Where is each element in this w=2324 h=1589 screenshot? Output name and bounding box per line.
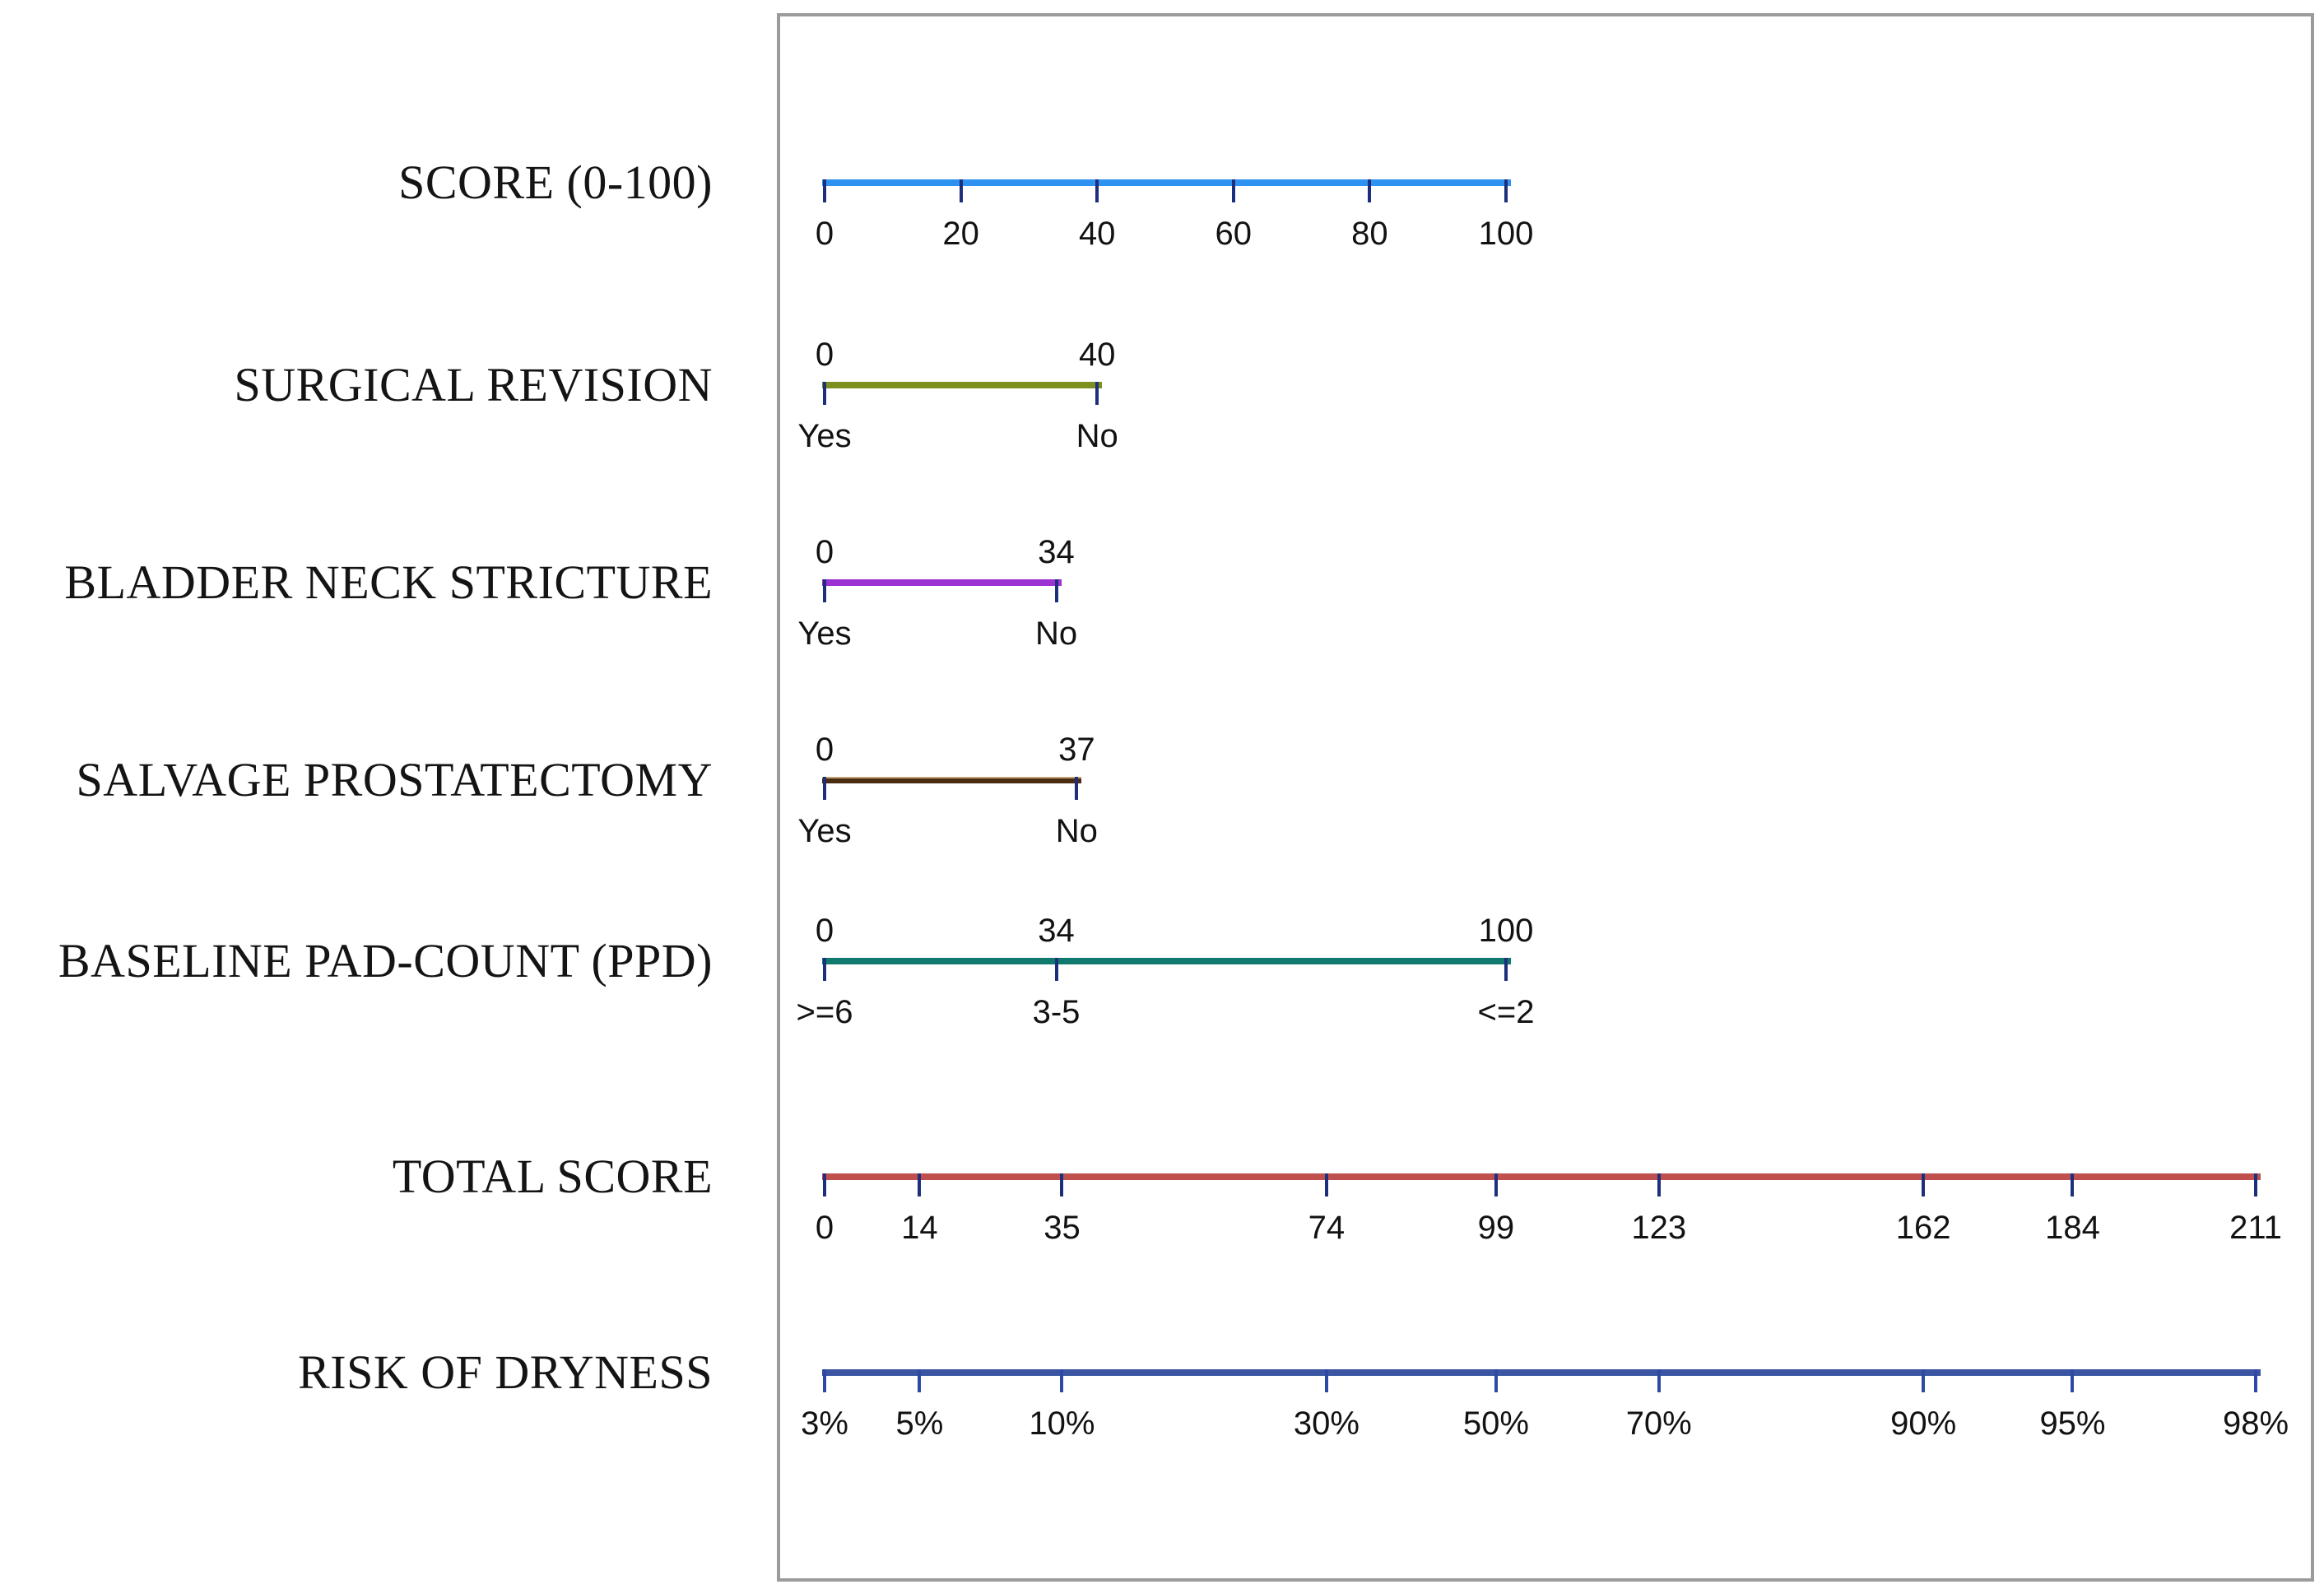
- tick-label-bottom: 35: [1043, 1210, 1081, 1246]
- tick-label-top: 100: [1478, 913, 1534, 949]
- tick-mark: [1324, 1369, 1328, 1392]
- tick-label-top: 0: [815, 732, 834, 768]
- tick-label-bottom: 14: [901, 1210, 938, 1246]
- tick-label-bottom: 30%: [1293, 1405, 1360, 1442]
- tick-mark: [1054, 958, 1058, 981]
- tick-label-bottom: No: [1055, 813, 1098, 849]
- surgical_revision-line: [822, 382, 1103, 388]
- tick-label-bottom: 0: [815, 216, 834, 252]
- tick-label-bottom: 211: [2229, 1210, 2282, 1246]
- tick-label-bottom: 123: [1631, 1210, 1687, 1246]
- tick-label-bottom: 3-5: [1032, 994, 1081, 1030]
- axis-label-bladder_neck_stricture: BLADDER NECK STRICTURE: [64, 555, 713, 609]
- axis-label-salvage_prostatectomy: SALVAGE PROSTATECTOMY: [76, 753, 713, 806]
- tick-label-top: 0: [815, 337, 834, 373]
- tick-label-bottom: 70%: [1625, 1405, 1692, 1442]
- tick-mark: [1054, 579, 1058, 602]
- tick-label-top: 37: [1058, 732, 1095, 768]
- tick-mark: [1075, 777, 1079, 800]
- tick-label-bottom: 5%: [895, 1405, 944, 1442]
- tick-mark: [1095, 179, 1099, 202]
- tick-mark: [1504, 958, 1508, 981]
- tick-label-top: 34: [1038, 913, 1075, 949]
- tick-mark: [1922, 1369, 1926, 1392]
- tick-mark: [1095, 382, 1099, 405]
- tick-label-top: 40: [1078, 337, 1116, 373]
- tick-label-bottom: 20: [942, 216, 979, 252]
- tick-label-top: 0: [815, 534, 834, 570]
- tick-mark: [1922, 1173, 1926, 1196]
- axis-label-risk_of_dryness: RISK OF DRYNESS: [298, 1345, 713, 1399]
- tick-label-top: 0: [815, 913, 834, 949]
- tick-mark: [2071, 1369, 2075, 1392]
- tick-mark: [1060, 1369, 1064, 1392]
- tick-label-bottom: No: [1034, 616, 1078, 652]
- tick-mark: [823, 579, 826, 602]
- tick-label-bottom: 10%: [1029, 1405, 1095, 1442]
- tick-mark: [1368, 179, 1372, 202]
- tick-label-bottom: <=2: [1477, 994, 1535, 1030]
- tick-label-bottom: Yes: [797, 418, 852, 454]
- tick-mark: [823, 179, 826, 202]
- tick-label-bottom: 95%: [2039, 1405, 2106, 1442]
- tick-mark: [959, 179, 963, 202]
- tick-label-bottom: 74: [1308, 1210, 1346, 1246]
- salvage_prostatectomy-line: [822, 777, 1082, 783]
- tick-label-bottom: 98%: [2222, 1405, 2289, 1442]
- risk_of_dryness-line: [822, 1369, 2261, 1376]
- tick-mark: [823, 958, 826, 981]
- tick-mark: [918, 1369, 922, 1392]
- tick-label-bottom: >=6: [796, 994, 853, 1030]
- tick-label-bottom: 40: [1078, 216, 1116, 252]
- tick-label-bottom: 99: [1477, 1210, 1515, 1246]
- tick-mark: [1657, 1369, 1661, 1392]
- plot-frame: [777, 13, 2314, 1582]
- tick-mark: [823, 777, 826, 800]
- tick-label-bottom: 3%: [801, 1405, 848, 1442]
- tick-mark: [1324, 1173, 1328, 1196]
- bladder_neck_stricture-line: [822, 579, 1062, 586]
- tick-mark: [1504, 179, 1508, 202]
- axis-label-score: SCORE (0-100): [398, 156, 713, 209]
- tick-mark: [1060, 1173, 1064, 1196]
- score-line: [822, 179, 1511, 186]
- axis-label-surgical_revision: SURGICAL REVISION: [234, 358, 713, 411]
- tick-label-bottom: 0: [815, 1210, 834, 1246]
- tick-mark: [823, 1173, 826, 1196]
- tick-mark: [2071, 1173, 2075, 1196]
- tick-mark: [823, 382, 826, 405]
- tick-label-top: 34: [1038, 534, 1075, 570]
- tick-label-bottom: No: [1076, 418, 1118, 454]
- tick-label-bottom: 100: [1478, 216, 1534, 252]
- tick-mark: [823, 1369, 826, 1392]
- tick-mark: [2253, 1369, 2257, 1392]
- tick-mark: [1231, 179, 1235, 202]
- tick-label-bottom: Yes: [797, 616, 852, 652]
- baseline_pad_count-line: [822, 958, 1511, 964]
- tick-label-bottom: 60: [1215, 216, 1253, 252]
- tick-label-bottom: 80: [1351, 216, 1388, 252]
- tick-label-bottom: 90%: [1890, 1405, 1957, 1442]
- tick-label-bottom: 162: [1895, 1210, 1951, 1246]
- tick-mark: [1494, 1173, 1498, 1196]
- axis-label-total_score: TOTAL SCORE: [392, 1150, 713, 1203]
- axis-label-baseline_pad_count: BASELINE PAD-COUNT (PPD): [58, 934, 713, 987]
- tick-label-bottom: 50%: [1462, 1405, 1529, 1442]
- tick-mark: [1657, 1173, 1661, 1196]
- tick-mark: [918, 1173, 922, 1196]
- total_score-line: [822, 1173, 2261, 1180]
- tick-mark: [2253, 1173, 2257, 1196]
- tick-mark: [1494, 1369, 1498, 1392]
- tick-label-bottom: Yes: [797, 813, 852, 849]
- tick-label-bottom: 184: [2045, 1210, 2100, 1246]
